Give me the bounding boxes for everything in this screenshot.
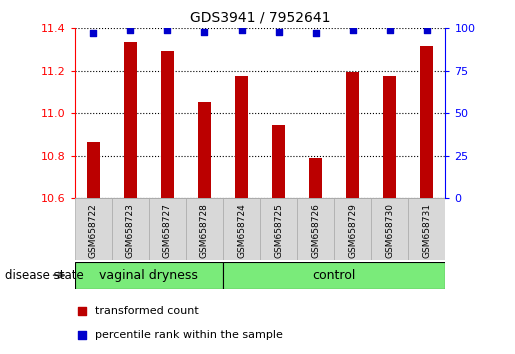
Bar (235, 76, 248, 198)
Point (386, 27, 394, 33)
Text: GSM658730: GSM658730 (385, 203, 394, 258)
Text: control: control (313, 269, 356, 282)
Point (349, 27, 357, 33)
Bar (420, 46, 434, 198)
Bar (87, 142, 100, 198)
Text: GSM658726: GSM658726 (311, 203, 320, 258)
Bar (408, 198, 445, 260)
Bar (112, 198, 149, 260)
Text: GSM658724: GSM658724 (237, 203, 246, 258)
Text: GSM658727: GSM658727 (163, 203, 172, 258)
Point (200, 29, 209, 35)
Bar (371, 198, 408, 260)
Title: GDS3941 / 7952641: GDS3941 / 7952641 (190, 10, 330, 24)
Point (89, 30, 97, 36)
Bar (186, 198, 223, 260)
Bar (75, 198, 112, 260)
Text: GSM658728: GSM658728 (200, 203, 209, 258)
Text: vaginal dryness: vaginal dryness (99, 269, 198, 282)
Bar (223, 262, 445, 289)
Text: GSM658722: GSM658722 (89, 203, 98, 258)
Bar (124, 42, 137, 198)
Point (274, 29, 283, 35)
Bar (297, 198, 334, 260)
Bar (309, 158, 322, 198)
Text: percentile rank within the sample: percentile rank within the sample (95, 330, 283, 339)
Bar (383, 76, 397, 198)
Point (237, 27, 246, 33)
Bar (198, 102, 211, 198)
Bar (149, 198, 186, 260)
Point (423, 27, 431, 33)
Text: GSM658725: GSM658725 (274, 203, 283, 258)
Point (78, 332, 86, 337)
Text: GSM658729: GSM658729 (348, 203, 357, 258)
Point (78, 308, 86, 314)
Bar (75, 262, 223, 289)
Point (312, 30, 320, 36)
Bar (260, 198, 297, 260)
Bar (272, 125, 285, 198)
Point (126, 27, 134, 33)
Bar (161, 51, 174, 198)
Point (163, 27, 171, 33)
Text: disease state: disease state (5, 269, 84, 282)
Bar (346, 72, 359, 198)
Text: GSM658723: GSM658723 (126, 203, 135, 258)
Text: transformed count: transformed count (95, 306, 199, 316)
Bar (223, 198, 260, 260)
Bar (334, 198, 371, 260)
Text: GSM658731: GSM658731 (422, 203, 432, 258)
